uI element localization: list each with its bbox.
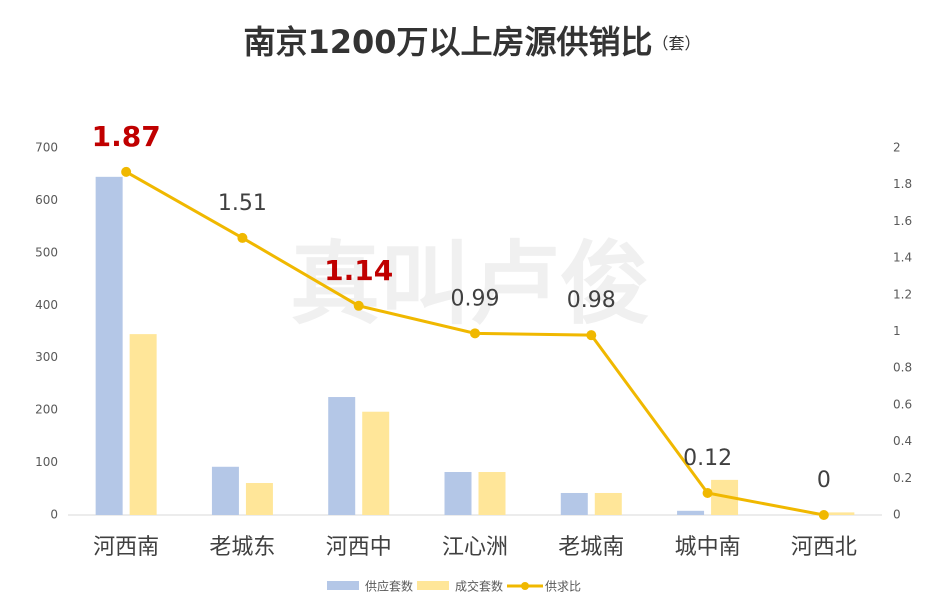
x-tick-label: 河西中 xyxy=(326,535,392,560)
line-point xyxy=(470,328,480,339)
watermark: 真叫卢俊 xyxy=(290,232,650,337)
x-tick-label: 老城南 xyxy=(558,535,624,560)
bar xyxy=(560,492,588,515)
y2-tick-label: 1.2 xyxy=(893,287,912,301)
bar xyxy=(129,334,157,515)
legend-label: 供应套数 xyxy=(365,579,413,594)
y2-tick-label: 1.8 xyxy=(893,177,912,191)
legend-swatch xyxy=(417,581,449,590)
y2-tick-label: 0.6 xyxy=(893,397,912,411)
title-main: 南京1200万以上房源供销比 xyxy=(243,23,652,61)
bar xyxy=(328,397,356,515)
x-tick-label: 老城东 xyxy=(209,535,275,560)
x-tick-label: 城中南 xyxy=(675,535,741,560)
y2-tick-label: 1.6 xyxy=(893,214,912,228)
line-point xyxy=(121,166,132,177)
data-label: 0.98 xyxy=(567,288,616,313)
y2-tick-label: 1.4 xyxy=(893,251,912,265)
y-tick-label: 100 xyxy=(35,455,58,469)
legend-label: 供求比 xyxy=(545,580,581,594)
y2-tick-label: 0.2 xyxy=(893,471,912,485)
y2-tick-label: 0.8 xyxy=(893,361,912,375)
line-point xyxy=(818,510,829,520)
line-point xyxy=(586,330,597,341)
y2-tick-label: 0.4 xyxy=(893,434,912,448)
y2-tick-label: 0 xyxy=(893,508,901,522)
x-tick-label: 河西南 xyxy=(93,535,159,560)
y-tick-label: 700 xyxy=(35,141,58,155)
chart-title: 南京1200万以上房源供销比（套） xyxy=(243,23,700,61)
bar xyxy=(827,512,855,515)
data-label: 1.87 xyxy=(92,120,161,153)
data-label: 0.99 xyxy=(451,286,500,311)
y2-tick-label: 2 xyxy=(893,141,901,155)
bar xyxy=(444,472,472,515)
bar xyxy=(245,483,273,515)
data-label: 1.51 xyxy=(218,191,267,216)
bar xyxy=(362,411,390,515)
bar xyxy=(677,510,705,515)
bar xyxy=(95,176,123,516)
bar xyxy=(594,492,622,515)
data-label: 0 xyxy=(817,468,831,493)
bar xyxy=(478,472,506,515)
y-tick-label: 0 xyxy=(50,508,58,522)
legend-swatch xyxy=(521,582,529,590)
y-tick-label: 300 xyxy=(35,350,58,364)
y-tick-label: 200 xyxy=(35,403,58,417)
y-tick-label: 400 xyxy=(35,298,58,312)
y-tick-label: 500 xyxy=(35,245,58,259)
legend-swatch xyxy=(327,581,359,590)
y2-tick-label: 1 xyxy=(893,324,901,338)
line-point xyxy=(702,487,713,498)
bar xyxy=(211,466,239,515)
title-suffix: （套） xyxy=(653,34,701,53)
x-tick-label: 江心洲 xyxy=(442,535,508,560)
line-point xyxy=(353,300,364,311)
line-point xyxy=(237,232,248,243)
data-label: 1.14 xyxy=(324,254,393,287)
y-tick-label: 600 xyxy=(35,193,58,207)
x-tick-label: 河西北 xyxy=(791,535,857,560)
data-label: 0.12 xyxy=(683,446,732,471)
legend-label: 成交套数 xyxy=(455,579,503,594)
